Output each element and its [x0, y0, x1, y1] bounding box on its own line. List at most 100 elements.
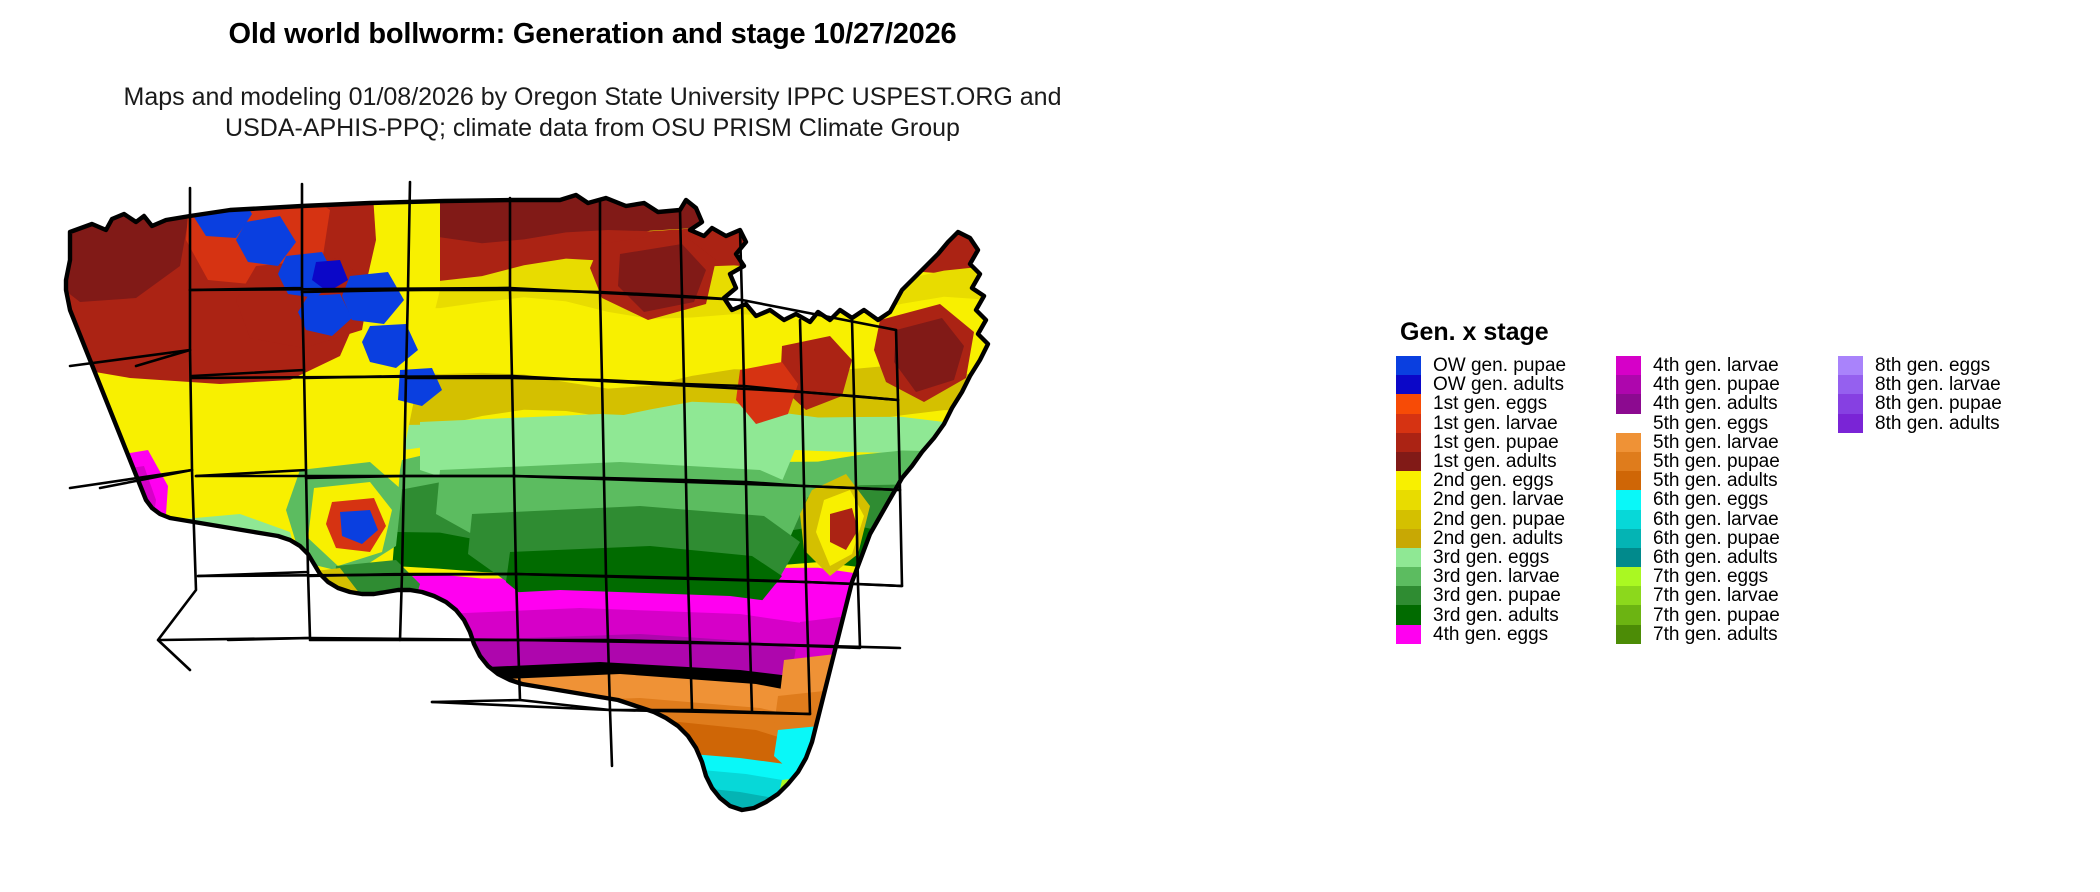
legend-item[interactable]: OW gen. adults — [1396, 374, 1616, 396]
legend-item[interactable]: 5th gen. adults — [1616, 470, 1838, 492]
legend-color-swatch — [1396, 394, 1421, 414]
legend-color-swatch — [1616, 547, 1641, 568]
legend-color-swatch — [1616, 528, 1641, 548]
legend-item-label: 2nd gen. larvae — [1433, 489, 1564, 511]
legend-item[interactable]: 8th gen. larvae — [1838, 374, 2078, 396]
legend-color-swatch — [1396, 528, 1421, 548]
legend-item[interactable]: 6th gen. larvae — [1616, 508, 1838, 530]
legend-item-label: 6th gen. larvae — [1653, 508, 1779, 530]
legend-item[interactable]: 6th gen. eggs — [1616, 490, 1838, 510]
legend-item[interactable]: 1st gen. adults — [1396, 451, 1616, 473]
legend-item-label: 7th gen. larvae — [1653, 585, 1779, 607]
legend-color-swatch — [1396, 509, 1421, 529]
page-title: Old world bollworm: Generation and stage… — [228, 18, 957, 50]
legend-color-swatch — [1396, 471, 1421, 491]
legend-column-1: OW gen. pupae OW gen. adults 1st gen. eggs… — [1396, 356, 1616, 644]
legend-item[interactable]: 3rd gen. larvae — [1396, 566, 1616, 588]
legend-color-swatch — [1396, 624, 1421, 644]
legend-color-swatch — [1616, 356, 1641, 376]
legend-color-swatch — [1396, 586, 1421, 606]
legend-item-label: 2nd gen. eggs — [1433, 470, 1554, 492]
legend-color-swatch — [1396, 356, 1421, 376]
legend-color-swatch — [1396, 547, 1421, 568]
legend-item-label: 2nd gen. adults — [1433, 527, 1563, 549]
legend-item-label: 5th gen. larvae — [1653, 431, 1779, 453]
legend-color-swatch — [1616, 586, 1641, 606]
legend-color-swatch — [1616, 394, 1641, 414]
legend-color-swatch — [1396, 375, 1421, 395]
legend-color-swatch — [1616, 471, 1641, 491]
legend-item-label: 3rd gen. pupae — [1433, 585, 1561, 607]
legend-color-swatch — [1838, 413, 1863, 433]
legend-item[interactable]: 1st gen. larvae — [1396, 412, 1616, 434]
legend-item-label: 8th gen. adults — [1875, 412, 2000, 434]
legend-item[interactable]: 5th gen. larvae — [1616, 431, 1838, 453]
legend-color-swatch — [1396, 567, 1421, 587]
legend-item-label: 1st gen. eggs — [1433, 393, 1548, 415]
legend-item-label: 7th gen. eggs — [1653, 566, 1769, 588]
legend-item[interactable]: 2nd gen. eggs — [1396, 470, 1616, 492]
legend-color-swatch — [1396, 413, 1421, 433]
legend-item[interactable]: 2nd gen. pupae — [1396, 509, 1616, 529]
legend-column-3: 8th gen. eggs 8th gen. larvae 8th gen. pup… — [1838, 356, 2078, 433]
legend-item-label: OW gen. adults — [1433, 374, 1564, 396]
legend-item-label: 5th gen. pupae — [1653, 451, 1780, 473]
legend-item[interactable]: 7th gen. pupae — [1616, 604, 1838, 626]
legend-item-label: OW gen. pupae — [1433, 355, 1567, 377]
legend-item-label: 5th gen. adults — [1653, 470, 1778, 492]
legend-item[interactable]: 8th gen. eggs — [1838, 355, 2078, 377]
legend-item[interactable]: 3rd gen. adults — [1396, 605, 1616, 625]
legend-item[interactable]: 5th gen. pupae — [1616, 451, 1838, 473]
legend-columns: OW gen. pupae OW gen. adults 1st gen. eggs… — [1396, 356, 2078, 644]
map-canvas — [40, 170, 1050, 870]
legend-color-swatch — [1616, 509, 1641, 529]
legend-item[interactable]: 1st gen. pupae — [1396, 431, 1616, 453]
subtitle-line-2: USDA-APHIS-PPQ; climate data from OSU PR… — [225, 114, 960, 142]
legend-item[interactable]: 7th gen. adults — [1616, 624, 1838, 644]
us-choropleth-map — [40, 170, 1050, 870]
legend-item-label: 8th gen. eggs — [1875, 355, 1991, 377]
legend-item[interactable]: 4th gen. larvae — [1616, 355, 1838, 377]
legend-item[interactable]: 4th gen. pupae — [1616, 374, 1838, 396]
legend-color-swatch — [1396, 490, 1421, 510]
legend-item[interactable]: 2nd gen. larvae — [1396, 489, 1616, 511]
legend-item-label: 3rd gen. larvae — [1433, 566, 1560, 588]
legend-item-label: 5th gen. eggs — [1653, 412, 1769, 434]
legend-color-swatch — [1616, 567, 1641, 587]
legend-item[interactable]: 6th gen. pupae — [1616, 527, 1838, 549]
legend-item[interactable]: 3rd gen. eggs — [1396, 546, 1616, 568]
legend-item[interactable]: 3rd gen. pupae — [1396, 585, 1616, 607]
legend-item-label: 1st gen. larvae — [1433, 412, 1558, 434]
legend-color-swatch — [1838, 356, 1863, 376]
legend-item[interactable]: 6th gen. adults — [1616, 546, 1838, 568]
legend-color-swatch — [1396, 451, 1421, 472]
legend-item-label: 6th gen. pupae — [1653, 527, 1780, 549]
legend: Gen. x stage OW gen. pupae OW gen. adults… — [1396, 318, 2096, 658]
legend-item[interactable]: 4th gen. adults — [1616, 393, 1838, 415]
legend-item[interactable]: 5th gen. eggs — [1616, 414, 1838, 433]
legend-item[interactable]: 7th gen. larvae — [1616, 585, 1838, 607]
legend-item-label: 1st gen. adults — [1433, 451, 1557, 473]
legend-color-swatch — [1616, 624, 1641, 644]
legend-item[interactable]: 8th gen. pupae — [1838, 393, 2078, 415]
legend-item-label: 7th gen. pupae — [1653, 604, 1780, 626]
legend-item-label: 1st gen. pupae — [1433, 431, 1559, 453]
legend-item-label: 8th gen. pupae — [1875, 393, 2002, 415]
legend-item[interactable]: OW gen. pupae — [1396, 355, 1616, 377]
legend-item[interactable]: 2nd gen. adults — [1396, 527, 1616, 549]
legend-item[interactable]: 1st gen. eggs — [1396, 393, 1616, 415]
legend-item-label: 8th gen. larvae — [1875, 374, 2001, 396]
legend-color-swatch — [1616, 375, 1641, 395]
legend-item-label: 4th gen. pupae — [1653, 374, 1780, 396]
map-state-boundaries — [63, 180, 991, 813]
legend-color-swatch — [1396, 605, 1421, 625]
legend-item-label: 6th gen. adults — [1653, 546, 1778, 568]
legend-item[interactable]: 8th gen. adults — [1838, 412, 2078, 434]
legend-item-label: 4th gen. larvae — [1653, 355, 1779, 377]
legend-item-label: 3rd gen. eggs — [1433, 546, 1550, 568]
subtitle-line-1: Maps and modeling 01/08/2026 by Oregon S… — [123, 83, 1062, 111]
legend-item[interactable]: 7th gen. eggs — [1616, 566, 1838, 588]
legend-item-label: 4th gen. eggs — [1433, 623, 1549, 645]
legend-item-label: 4th gen. adults — [1653, 393, 1778, 415]
legend-item[interactable]: 4th gen. eggs — [1396, 623, 1616, 645]
